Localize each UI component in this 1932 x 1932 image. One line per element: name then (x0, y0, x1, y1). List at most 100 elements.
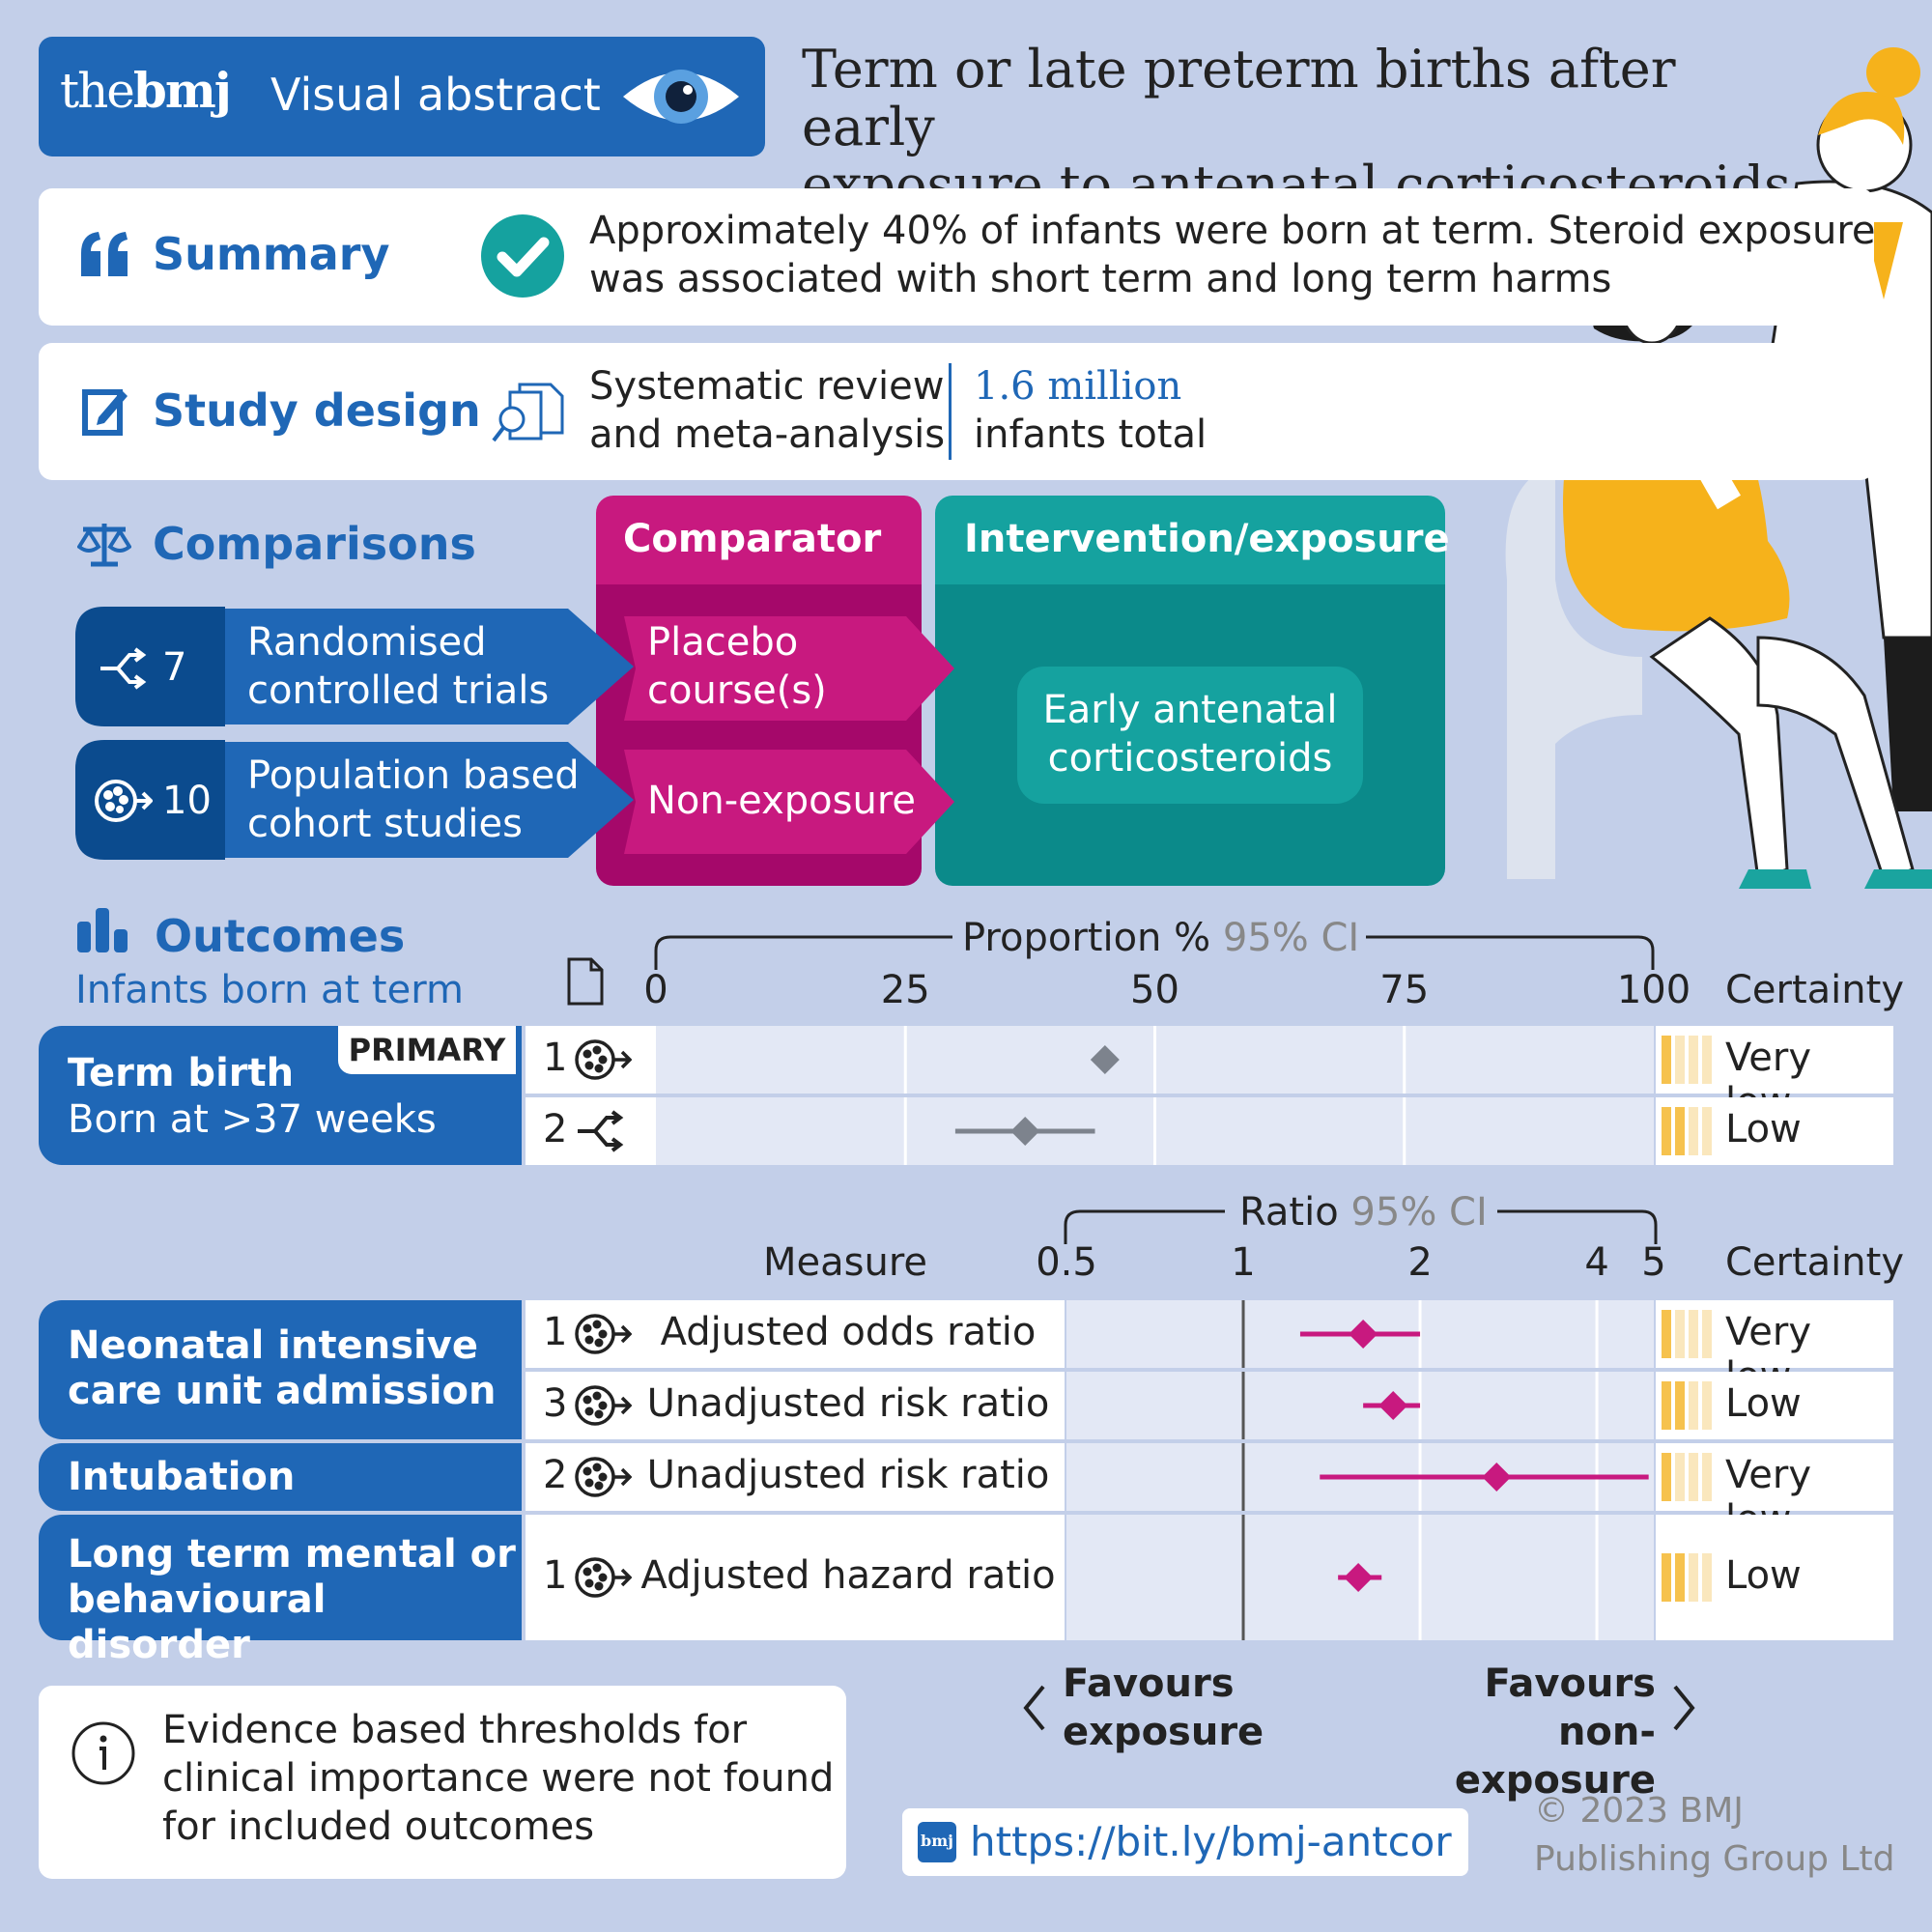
proportion-tick-label: 50 (1130, 968, 1179, 1012)
eye-icon (623, 70, 739, 124)
measure-label: Adjusted odds ratio (660, 1310, 1037, 1354)
ratio-tick-label: 5 (1641, 1240, 1666, 1285)
rct-label: Randomised controlled trials (247, 620, 550, 713)
ratio-tick-label: 2 (1407, 1240, 1433, 1285)
cohort-group-icon (575, 1314, 632, 1354)
study-total: 1.6 million infants total (974, 362, 1207, 459)
outcomes-label: Outcomes (155, 910, 406, 962)
study-count: 1 (543, 1036, 568, 1080)
certainty-bar (1689, 1453, 1698, 1501)
bar-chart-icon (77, 908, 128, 952)
certainty-bar (1689, 1553, 1698, 1602)
study-design-panel (39, 343, 1874, 480)
certainty-bar (1702, 1107, 1712, 1155)
estimate-marker (1482, 1463, 1512, 1492)
summary-label: Summary (153, 228, 390, 280)
certainty-bar (1662, 1107, 1671, 1155)
article-link[interactable]: https://bit.ly/bmj-antcor (970, 1818, 1452, 1865)
cohort-group-icon (95, 780, 153, 822)
certainty-bar (1689, 1036, 1698, 1084)
estimate-marker (1349, 1320, 1378, 1349)
rct-count: 7 (162, 645, 187, 690)
comparison-arrows (75, 607, 954, 860)
proportion-tick-label: 100 (1616, 968, 1691, 1012)
estimate-marker (1090, 1045, 1120, 1074)
comparisons-label: Comparisons (153, 518, 476, 570)
certainty-label: Low (1725, 1381, 1802, 1426)
estimate-marker (1344, 1563, 1374, 1592)
summary-panel (39, 188, 1874, 326)
cohort-group-icon (575, 1385, 632, 1426)
bmj-badge-icon: bmj (918, 1822, 956, 1862)
long-term-disorder-label: Long term mental or behavioural disorder (39, 1515, 522, 1667)
study-count: 1 (543, 1310, 568, 1354)
ratio-forest-row (1241, 1443, 1649, 1511)
certainty-bar (1689, 1310, 1698, 1358)
intervention-header: Intervention/exposure (935, 496, 1450, 584)
bmj-logo: thebmj (60, 62, 232, 119)
certainty-label: Low (1725, 1107, 1802, 1151)
ratio-forest-row (1241, 1372, 1599, 1439)
certainty-bars (1662, 1107, 1712, 1155)
scales-icon (77, 524, 131, 567)
favours-exposure: Favours exposure (1063, 1662, 1264, 1754)
quote-icon (81, 232, 128, 276)
measure-header: Measure (763, 1240, 927, 1285)
cohort-label: Population based cohort studies (247, 753, 580, 846)
certainty-bar (1702, 1310, 1712, 1358)
primary-badge: PRIMARY (338, 1026, 516, 1074)
nonexposure-label: Non-exposure (647, 779, 916, 823)
pencil-document-icon (82, 389, 128, 436)
certainty-bar (1689, 1381, 1698, 1430)
measure-label: Adjusted hazard ratio (640, 1553, 1056, 1598)
total-value: 1.6 million (974, 364, 1182, 409)
ratio-axis-bracket (1064, 1209, 1658, 1244)
ratio-forest-row (1241, 1300, 1599, 1368)
certainty-bar (1702, 1453, 1712, 1501)
estimate-marker (1378, 1391, 1408, 1420)
rct-split-icon (578, 1110, 624, 1152)
certainty-bars (1662, 1553, 1712, 1602)
note-panel (39, 1686, 846, 1879)
certainty-bar (1702, 1553, 1712, 1602)
study-design-label: Study design (153, 384, 481, 437)
certainty-bar (1702, 1036, 1712, 1084)
certainty-label: Low (1725, 1553, 1802, 1598)
info-icon (71, 1721, 135, 1785)
copyright: © 2023 BMJ Publishing Group Ltd (1534, 1791, 1895, 1879)
cohort-count: 10 (162, 779, 212, 823)
term-row-studies-cell (526, 1026, 656, 1094)
certainty-bar (1702, 1381, 1712, 1430)
proportion-forest-row (903, 1097, 1406, 1165)
certainty-bar (1675, 1036, 1685, 1084)
ratio-axis-title: Ratio 95% CI (1239, 1190, 1488, 1235)
intubation-label: Intubation (39, 1443, 522, 1511)
certainty-bars (1662, 1036, 1712, 1084)
document-icon (567, 957, 604, 1006)
certainty-header-ratio: Certainty (1725, 1240, 1904, 1285)
total-label: infants total (974, 412, 1208, 457)
proportion-tick-label: 0 (643, 968, 668, 1012)
certainty-bar (1675, 1107, 1685, 1155)
study-count: 3 (543, 1381, 568, 1426)
summary-text: Approximately 40% of infants were born a… (589, 209, 1876, 301)
ratio-tick-label: 1 (1231, 1240, 1256, 1285)
certainty-bar (1675, 1310, 1685, 1358)
link-box[interactable]: bmj https://bit.ly/bmj-antcor (902, 1808, 1468, 1876)
ratio-row-plot-cell (1066, 1372, 1654, 1439)
measure-label: Unadjusted risk ratio (646, 1381, 1050, 1426)
cohort-group-icon (575, 1039, 632, 1080)
certainty-bar (1662, 1453, 1671, 1501)
proportion-tick-label: 25 (880, 968, 930, 1012)
cohort-group-icon (575, 1457, 632, 1497)
certainty-bar (1675, 1453, 1685, 1501)
study-count: 2 (543, 1107, 568, 1151)
certainty-bar (1662, 1310, 1671, 1358)
certainty-bar (1662, 1553, 1671, 1602)
ratio-tick-label: 4 (1584, 1240, 1609, 1285)
certainty-bars (1662, 1381, 1712, 1430)
outcomes-sublabel: Infants born at term (75, 968, 464, 1012)
brand-banner: thebmj Visual abstract (39, 37, 765, 156)
intervention-box: Early antenatal corticosteroids (1017, 667, 1363, 804)
certainty-bar (1662, 1036, 1671, 1084)
